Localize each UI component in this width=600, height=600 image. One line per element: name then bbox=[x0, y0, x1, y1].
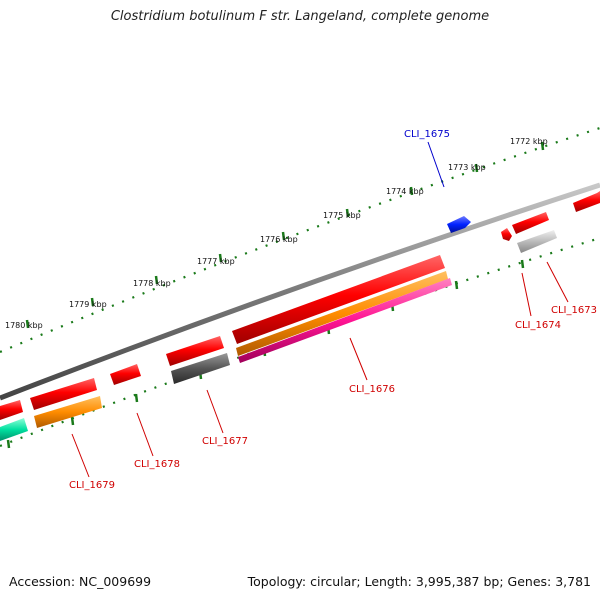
gene-cli-1674-small[interactable] bbox=[501, 228, 512, 241]
kbp-label: 1772 kbp bbox=[510, 137, 548, 146]
gene-red-upper-right[interactable] bbox=[512, 212, 549, 234]
kbp-label: 1779 kbp bbox=[69, 300, 107, 309]
outer-major-ticks bbox=[25, 141, 545, 329]
gene-cli-1679-red[interactable] bbox=[30, 378, 97, 410]
gene-cli-1675-arrow[interactable] bbox=[447, 216, 471, 233]
genome-title: Clostridium botulinum F str. Langeland, … bbox=[110, 9, 490, 24]
gene-label-cli-1677[interactable]: CLI_1677 bbox=[202, 436, 248, 447]
gene-orange-band[interactable] bbox=[236, 271, 448, 356]
gene-label-cli-1676[interactable]: CLI_1676 bbox=[349, 384, 395, 395]
kbp-labels: 1772 kbp 1773 kbp 1774 kbp 1775 kbp 1776… bbox=[5, 137, 548, 330]
gene-label-cli-1675[interactable]: CLI_1675 bbox=[404, 129, 450, 140]
gene-cli-1678-small[interactable] bbox=[110, 364, 141, 385]
leader-lines bbox=[71, 141, 569, 478]
kbp-label: 1778 kbp bbox=[133, 279, 171, 288]
kbp-label: 1774 kbp bbox=[386, 187, 424, 196]
kbp-label: 1780 kbp bbox=[5, 321, 43, 330]
kbp-label: 1776 kbp bbox=[260, 235, 298, 244]
gene-label-cli-1674[interactable]: CLI_1674 bbox=[515, 320, 561, 331]
gene-red-left-edge[interactable] bbox=[0, 400, 23, 420]
gene-label-cli-1673[interactable]: CLI_1673 bbox=[551, 305, 597, 316]
gene-dark-gray[interactable] bbox=[171, 353, 230, 384]
kbp-label: 1777 kbp bbox=[197, 257, 235, 266]
inner-scale-ring bbox=[0, 236, 600, 448]
inner-major-ticks bbox=[6, 259, 525, 449]
accession-label: Accession: NC_009699 bbox=[9, 574, 152, 589]
genome-stats: Topology: circular; Length: 3,995,387 bp… bbox=[247, 574, 591, 589]
gene-cli-1676-red[interactable] bbox=[232, 255, 445, 344]
gene-cli-1677-red[interactable] bbox=[166, 336, 224, 366]
gene-cli-1673-gray[interactable] bbox=[517, 230, 557, 253]
genome-backbone bbox=[0, 182, 600, 401]
gene-label-cli-1678[interactable]: CLI_1678 bbox=[134, 459, 180, 470]
gene-teal-left-edge[interactable] bbox=[0, 418, 28, 441]
kbp-label: 1773 kbp bbox=[448, 163, 486, 172]
gene-label-cli-1679[interactable]: CLI_1679 bbox=[69, 480, 115, 491]
gene-orange-left[interactable] bbox=[34, 396, 102, 428]
outer-scale-ring bbox=[0, 126, 600, 354]
gene-forward-far-right[interactable] bbox=[573, 191, 600, 212]
kbp-label: 1775 kbp bbox=[323, 211, 361, 220]
gene-pink-band[interactable] bbox=[238, 278, 452, 363]
